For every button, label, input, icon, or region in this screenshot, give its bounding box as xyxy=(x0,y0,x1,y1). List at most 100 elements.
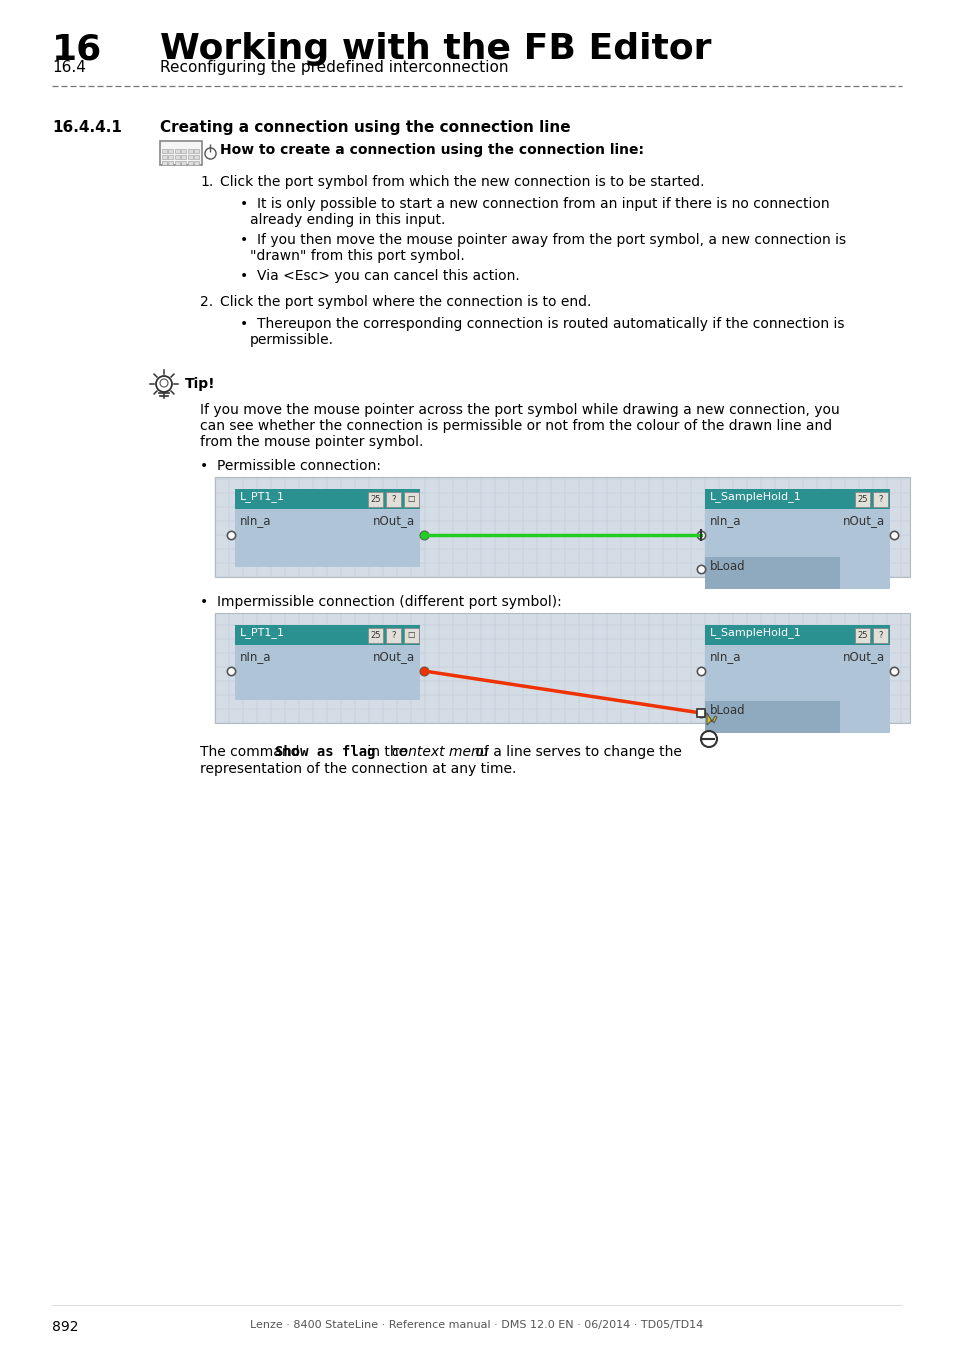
Bar xyxy=(214,613,909,724)
Text: ?: ? xyxy=(391,495,395,504)
Bar xyxy=(704,645,889,733)
Text: nOut_a: nOut_a xyxy=(842,651,884,663)
Bar xyxy=(386,628,400,643)
Text: ☐: ☐ xyxy=(407,495,415,504)
Text: How to create a connection using the connection line:: How to create a connection using the con… xyxy=(220,143,643,157)
Text: L_PT1_1: L_PT1_1 xyxy=(240,626,285,639)
Bar xyxy=(174,148,180,153)
Text: •  Thereupon the corresponding connection is routed automatically if the connect: • Thereupon the corresponding connection… xyxy=(240,317,843,331)
Text: bLoad: bLoad xyxy=(709,560,745,574)
Bar xyxy=(160,140,202,165)
Text: Working with the FB Editor: Working with the FB Editor xyxy=(160,32,711,66)
Text: Tip!: Tip! xyxy=(185,377,215,392)
Text: L_PT1_1: L_PT1_1 xyxy=(240,491,285,502)
Text: Reconfiguring the predefined interconnection: Reconfiguring the predefined interconnec… xyxy=(160,59,508,76)
Text: nIn_a: nIn_a xyxy=(240,651,272,663)
Bar xyxy=(181,148,186,153)
Text: If you move the mouse pointer across the port symbol while drawing a new connect: If you move the mouse pointer across the… xyxy=(200,404,839,417)
Bar xyxy=(704,509,889,589)
Text: "drawn" from this port symbol.: "drawn" from this port symbol. xyxy=(250,248,464,263)
Bar xyxy=(188,155,193,159)
Bar xyxy=(403,628,418,643)
Text: in the: in the xyxy=(363,745,411,759)
Text: bLoad: bLoad xyxy=(709,705,745,717)
Bar xyxy=(181,161,186,165)
Bar xyxy=(169,148,173,153)
Text: of a line serves to change the: of a line serves to change the xyxy=(471,745,681,759)
Text: •  It is only possible to start a new connection from an input if there is no co: • It is only possible to start a new con… xyxy=(240,197,829,211)
Text: 25: 25 xyxy=(370,495,380,504)
Text: L_SampleHold_1: L_SampleHold_1 xyxy=(709,491,801,502)
Bar xyxy=(162,155,167,159)
Text: 2.: 2. xyxy=(200,296,213,309)
Bar xyxy=(194,148,199,153)
Text: L_SampleHold_1: L_SampleHold_1 xyxy=(709,626,801,639)
Bar xyxy=(704,701,840,733)
Text: 25: 25 xyxy=(857,495,867,504)
Text: Click the port symbol from which the new connection is to be started.: Click the port symbol from which the new… xyxy=(220,176,703,189)
Bar xyxy=(188,148,193,153)
Bar xyxy=(162,148,167,153)
Text: from the mouse pointer symbol.: from the mouse pointer symbol. xyxy=(200,435,423,450)
Text: •  Via <Esc> you can cancel this action.: • Via <Esc> you can cancel this action. xyxy=(240,269,519,284)
Text: can see whether the connection is permissible or not from the colour of the draw: can see whether the connection is permis… xyxy=(200,418,831,433)
Text: 16: 16 xyxy=(52,32,102,66)
Bar xyxy=(386,491,400,508)
Text: 25: 25 xyxy=(370,630,380,640)
Text: nOut_a: nOut_a xyxy=(373,514,415,528)
Bar xyxy=(872,491,887,508)
Text: 16.4.4.1: 16.4.4.1 xyxy=(52,120,122,135)
Bar xyxy=(854,491,869,508)
Bar xyxy=(181,155,186,159)
Text: ?: ? xyxy=(878,495,882,504)
Bar xyxy=(234,645,419,701)
Text: 16.4: 16.4 xyxy=(52,59,86,76)
Bar xyxy=(169,161,173,165)
Text: context menu: context menu xyxy=(392,745,488,759)
Bar xyxy=(194,155,199,159)
Text: ?: ? xyxy=(391,630,395,640)
Bar xyxy=(704,489,889,509)
Text: already ending in this input.: already ending in this input. xyxy=(250,213,445,227)
Bar xyxy=(234,489,419,509)
Text: representation of the connection at any time.: representation of the connection at any … xyxy=(200,761,516,776)
Bar xyxy=(162,161,167,165)
Bar xyxy=(234,625,419,645)
Text: Lenze · 8400 StateLine · Reference manual · DMS 12.0 EN · 06/2014 · TD05/TD14: Lenze · 8400 StateLine · Reference manua… xyxy=(250,1320,703,1330)
Bar xyxy=(368,491,382,508)
Bar xyxy=(704,558,840,589)
Text: nOut_a: nOut_a xyxy=(373,651,415,663)
Text: permissible.: permissible. xyxy=(250,333,334,347)
Bar xyxy=(403,491,418,508)
Bar xyxy=(234,509,419,567)
Bar xyxy=(214,477,909,576)
Text: ☐: ☐ xyxy=(407,630,415,640)
Text: nIn_a: nIn_a xyxy=(240,514,272,528)
Text: nIn_a: nIn_a xyxy=(709,651,740,663)
Text: 892: 892 xyxy=(52,1320,78,1334)
Text: Creating a connection using the connection line: Creating a connection using the connecti… xyxy=(160,120,570,135)
Text: Show as flag: Show as flag xyxy=(274,745,375,759)
Bar xyxy=(697,709,704,717)
Bar xyxy=(368,628,382,643)
Bar xyxy=(854,628,869,643)
Bar xyxy=(169,155,173,159)
Text: nIn_a: nIn_a xyxy=(709,514,740,528)
Text: Click the port symbol where the connection is to end.: Click the port symbol where the connecti… xyxy=(220,296,591,309)
Bar xyxy=(704,625,889,645)
Text: •  If you then move the mouse pointer away from the port symbol, a new connectio: • If you then move the mouse pointer awa… xyxy=(240,234,845,247)
Bar xyxy=(174,155,180,159)
Bar xyxy=(174,161,180,165)
Text: nOut_a: nOut_a xyxy=(842,514,884,528)
Bar xyxy=(188,161,193,165)
Polygon shape xyxy=(706,713,717,725)
Text: •  Permissible connection:: • Permissible connection: xyxy=(200,459,380,472)
Text: •  Impermissible connection (different port symbol):: • Impermissible connection (different po… xyxy=(200,595,561,609)
Text: The command: The command xyxy=(200,745,304,759)
Text: ?: ? xyxy=(878,630,882,640)
Text: 25: 25 xyxy=(857,630,867,640)
Bar xyxy=(872,628,887,643)
Bar xyxy=(194,161,199,165)
Text: 1.: 1. xyxy=(200,176,213,189)
Circle shape xyxy=(700,730,717,747)
